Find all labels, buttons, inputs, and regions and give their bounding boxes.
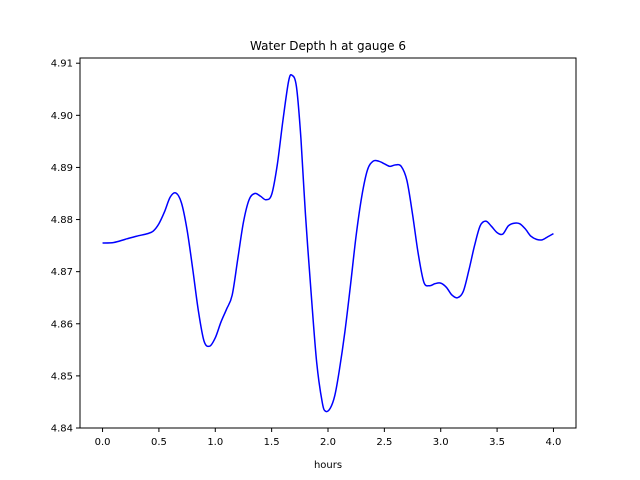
x-tick-label: 2.0: [320, 437, 336, 448]
y-tick-label: 4.91: [51, 59, 73, 70]
chart-title: Water Depth h at gauge 6: [250, 39, 406, 53]
y-tick-label: 4.87: [51, 267, 73, 278]
x-axis: 0.0 0.5 1.0 1.5 2.0 2.5 3.0 3.5 4.0: [95, 428, 562, 448]
x-tick-label: 0.0: [95, 437, 111, 448]
y-tick-label: 4.84: [51, 424, 73, 435]
x-tick-label: 3.0: [433, 437, 449, 448]
x-axis-label: hours: [314, 460, 342, 471]
y-tick-label: 4.90: [51, 111, 73, 122]
x-tick-label: 3.5: [489, 437, 505, 448]
x-tick-label: 2.5: [376, 437, 392, 448]
x-tick-label: 1.0: [207, 437, 223, 448]
y-tick-label: 4.88: [51, 215, 73, 226]
x-tick-label: 4.0: [546, 437, 562, 448]
y-tick-label: 4.89: [51, 163, 73, 174]
y-axis: 4.84 4.85 4.86 4.87 4.88 4.89 4.90 4.91: [51, 59, 80, 435]
y-tick-label: 4.86: [51, 319, 73, 330]
x-tick-label: 0.5: [151, 437, 167, 448]
series-layer: [102, 74, 554, 413]
y-tick-label: 4.85: [51, 371, 73, 382]
series-line: [102, 74, 554, 413]
x-tick-label: 1.5: [264, 437, 280, 448]
